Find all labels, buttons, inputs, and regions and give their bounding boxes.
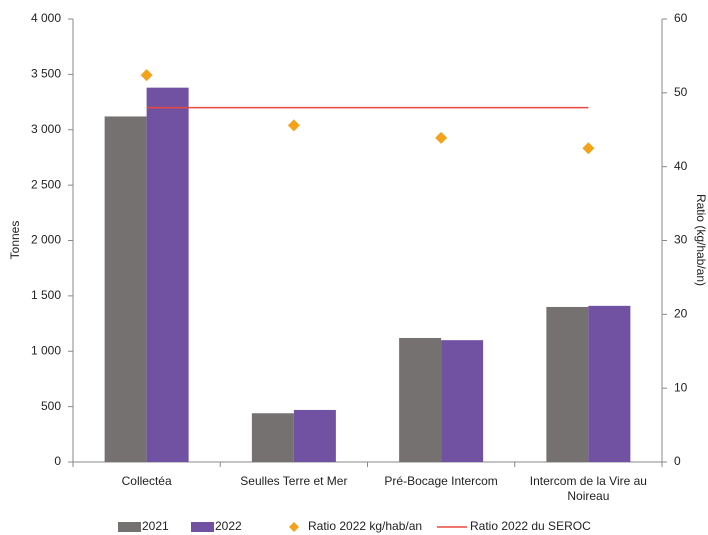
bar <box>399 337 442 462</box>
bar <box>146 87 189 462</box>
legend-label: 2022 <box>215 519 242 533</box>
y2-tick-label: 40 <box>674 159 688 173</box>
y-tick-label: 0 <box>54 454 61 468</box>
bar <box>441 340 484 462</box>
y-axis-label: Tonnes <box>8 221 22 260</box>
y-tick-label: 4 000 <box>31 11 61 25</box>
y-tick-label: 3 500 <box>31 67 61 81</box>
diamond-marker <box>140 69 153 82</box>
x-tick-label: Collectéa <box>121 474 172 488</box>
y2-tick-label: 0 <box>674 454 681 468</box>
bar <box>588 305 631 462</box>
legend-label: Ratio 2022 du SEROC <box>470 519 591 533</box>
legend-swatch <box>191 522 214 532</box>
bar <box>546 306 589 462</box>
y2-tick-label: 60 <box>674 11 688 25</box>
y-tick-label: 3 000 <box>31 122 61 136</box>
y-tick-label: 1 000 <box>31 343 61 357</box>
x-tick-label: Seulles Terre et Mer <box>240 474 348 488</box>
legend-label: 2021 <box>142 519 169 533</box>
y-tick-label: 2 000 <box>31 233 61 247</box>
y-tick-label: 2 500 <box>31 177 61 191</box>
y2-axis-label: Ratio (kg/hab/an) <box>694 194 708 286</box>
y2-tick-label: 10 <box>674 380 688 394</box>
x-tick-label: Intercom de la Vire au Noireau <box>529 474 647 503</box>
legend-label: Ratio 2022 kg/hab/an <box>308 519 422 533</box>
bar <box>104 116 147 463</box>
x-tick-label: Pré-Bocage Intercom <box>384 474 498 488</box>
legend-swatch <box>289 522 299 532</box>
bar <box>293 409 336 462</box>
y-tick-label: 1 500 <box>31 288 61 302</box>
y2-tick-label: 30 <box>674 233 688 247</box>
legend-swatch <box>118 522 141 532</box>
y2-tick-label: 20 <box>674 307 688 321</box>
bar <box>251 413 294 462</box>
diamond-marker <box>435 131 448 144</box>
y2-tick-label: 50 <box>674 85 688 99</box>
diamond-marker <box>582 142 595 155</box>
y-tick-label: 500 <box>41 399 61 413</box>
diamond-marker <box>287 119 300 132</box>
